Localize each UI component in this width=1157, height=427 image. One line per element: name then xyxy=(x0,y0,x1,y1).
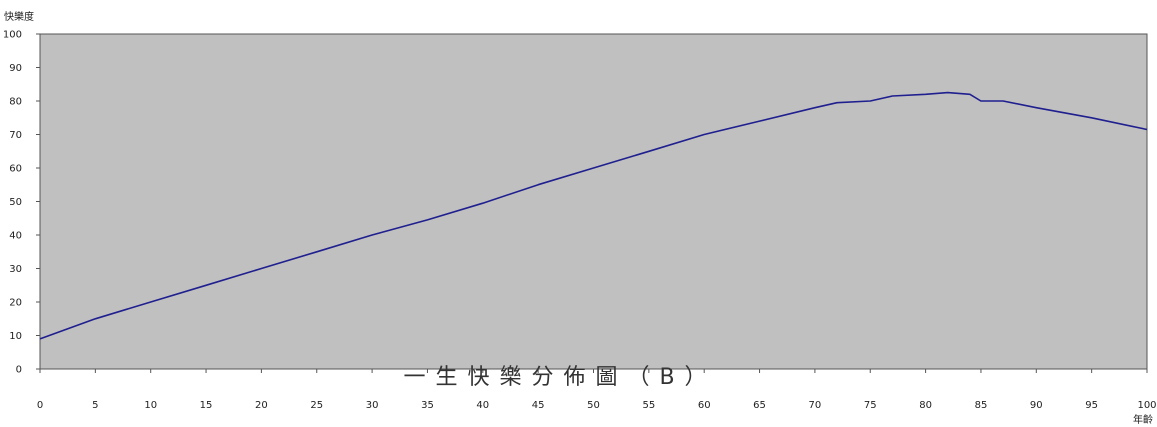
y-tick-label: 0 xyxy=(16,365,22,376)
y-axis-title: 快樂度 xyxy=(4,10,34,23)
y-tick-label: 50 xyxy=(9,197,22,208)
y-tick-label: 10 xyxy=(9,331,22,342)
x-tick-label: 50 xyxy=(587,400,600,411)
x-tick-label: 60 xyxy=(698,400,711,411)
x-tick-label: 80 xyxy=(919,400,932,411)
x-tick-label: 65 xyxy=(753,400,766,411)
series-line xyxy=(39,91,1148,340)
y-tick-label: 60 xyxy=(9,164,22,175)
x-tick-label: 0 xyxy=(37,400,43,411)
x-tick-label: 85 xyxy=(975,400,988,411)
x-tick-label: 40 xyxy=(476,400,489,411)
y-tick-label: 30 xyxy=(9,264,22,275)
x-tick-label: 20 xyxy=(255,400,268,411)
x-tick-label: 35 xyxy=(421,400,434,411)
y-tick-label: 20 xyxy=(9,298,22,309)
y-tick-label: 40 xyxy=(9,231,22,242)
x-tick-label: 100 xyxy=(1137,400,1156,411)
y-tick-label: 80 xyxy=(9,97,22,108)
x-tick-label: 30 xyxy=(366,400,379,411)
x-tick-label: 45 xyxy=(532,400,545,411)
x-tick-label: 70 xyxy=(809,400,822,411)
axis-ticks xyxy=(36,33,1148,373)
chart-title: 一生快樂分佈圖（B） xyxy=(403,365,716,390)
x-tick-label: 75 xyxy=(864,400,877,411)
series-group xyxy=(39,91,1148,340)
x-tick-label: 90 xyxy=(1030,400,1043,411)
x-tick-label: 5 xyxy=(92,400,98,411)
x-axis-title: 年齡 xyxy=(1133,413,1153,426)
y-tick-label: 90 xyxy=(9,63,22,74)
plot-area xyxy=(39,33,1148,370)
y-tick-label: 70 xyxy=(9,130,22,141)
x-tick-label: 10 xyxy=(144,400,157,411)
x-tick-label: 15 xyxy=(200,400,213,411)
x-tick-label: 95 xyxy=(1085,400,1098,411)
x-tick-label: 25 xyxy=(310,400,323,411)
x-tick-label: 55 xyxy=(642,400,655,411)
y-tick-label: 100 xyxy=(3,30,22,41)
tick-labels: 0 10 20 30 40 50 60 70 80 90 100 0 5 10 15 20 25 30 35 40 45… xyxy=(3,30,1157,412)
